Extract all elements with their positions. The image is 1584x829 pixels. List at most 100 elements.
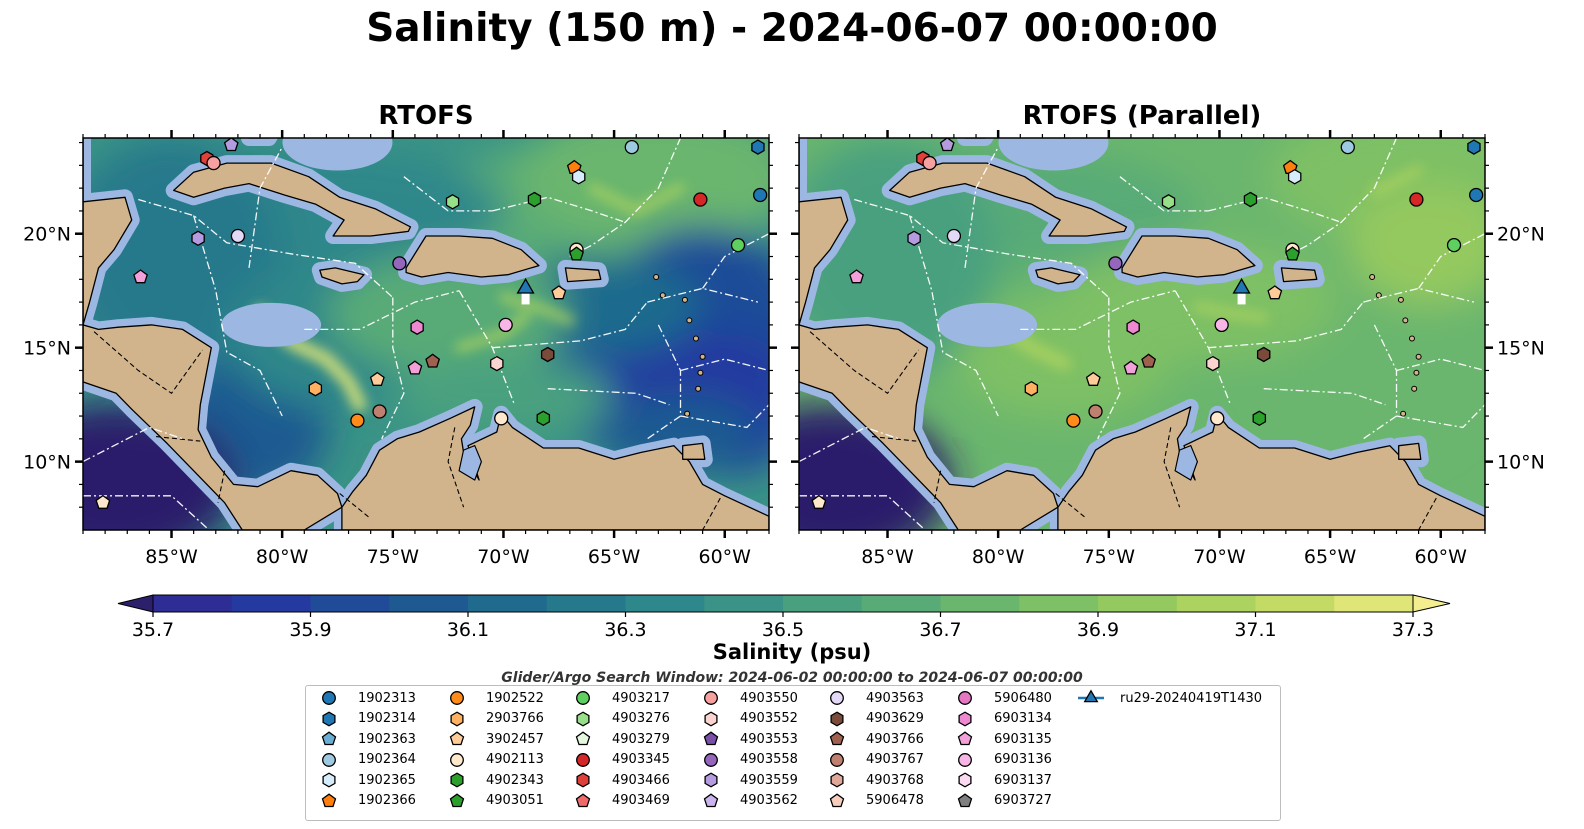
legend-item: 1902365: [316, 770, 416, 790]
island: [684, 410, 691, 417]
float-marker: [1287, 168, 1302, 185]
legend-label: 3902457: [486, 731, 544, 747]
legend-marker-icon: [704, 691, 718, 705]
float-marker: [939, 138, 955, 152]
lon-tick-label: 60°W: [1415, 546, 1468, 568]
float-marker: [1210, 411, 1225, 426]
legend-item: 5906480: [952, 688, 1052, 708]
legend-marker: [575, 731, 591, 746]
float-marker: [1243, 191, 1258, 208]
legend-label: 4903279: [612, 731, 670, 747]
legend-item: 1902363: [316, 729, 416, 749]
legend-marker-icon: [321, 792, 337, 807]
colorbar-label: Salinity (psu): [712, 640, 872, 664]
colorbar-tick-label: 36.9: [1077, 619, 1119, 641]
colorbar-tick-label: 36.5: [762, 619, 804, 641]
legend-marker: [958, 772, 972, 788]
figure-title: Salinity (150 m) - 2024-06-07 00:00:00: [366, 6, 1218, 51]
legend-marker-icon: [830, 691, 844, 705]
legend-marker-icon: [576, 691, 590, 705]
legend-label: 5906480: [994, 690, 1052, 706]
float-marker: [1024, 380, 1039, 397]
legend-label: 1902365: [358, 772, 416, 788]
lake: [458, 445, 482, 481]
legend-item: 4903563: [824, 688, 924, 708]
float-marker: [1141, 353, 1157, 368]
float-marker: [445, 194, 460, 210]
legend-marker: [450, 710, 464, 727]
legend-label: 1902522: [486, 690, 544, 706]
legend-marker: [830, 691, 844, 705]
float-marker: [540, 346, 555, 363]
map-frame: [798, 137, 1486, 531]
legend-marker-icon: [576, 752, 590, 767]
land-florida: [248, 138, 270, 139]
land-masses: [83, 138, 769, 530]
legend-item: 6903134: [952, 709, 1052, 729]
lake: [1174, 445, 1198, 481]
legend-item: 1902313: [316, 688, 416, 708]
float-marker: [230, 228, 246, 244]
legend-marker-icon: [957, 731, 973, 746]
float-marker: [1108, 256, 1123, 271]
legend-item: 4903553: [698, 729, 798, 749]
legend-marker: [322, 710, 336, 727]
legend-marker-icon: [322, 752, 336, 767]
legend-label: 6903136: [994, 752, 1052, 767]
float-marker: [1467, 139, 1481, 155]
legend-marker: [830, 710, 844, 727]
legend-label: 1902366: [358, 793, 416, 808]
legend-marker: [576, 691, 590, 705]
legend-marker-icon: [829, 792, 845, 807]
float-marker: [407, 360, 423, 375]
island: [1369, 274, 1376, 281]
legend-marker: [322, 691, 336, 705]
land-florida: [964, 138, 986, 139]
colorbar-bin: [1176, 595, 1256, 612]
float-marker: [308, 380, 323, 397]
float-marker: [527, 191, 542, 208]
legend-label: 4903553: [740, 731, 798, 747]
lon-tick-label: 75°W: [367, 546, 420, 568]
island: [692, 335, 699, 342]
legend-marker: [449, 731, 465, 746]
glider-marker: [516, 277, 535, 294]
legend-item: 1902366: [316, 791, 416, 811]
legend-marker: [704, 772, 718, 788]
colorbar-tick-label: 37.3: [1392, 619, 1434, 641]
legend-marker-icon: [703, 731, 719, 746]
legend-marker: [958, 691, 972, 705]
legend-marker-icon: [958, 752, 972, 767]
legend-marker-icon: [575, 731, 591, 746]
legend-marker: [830, 752, 844, 767]
legend-marker-icon: [450, 772, 464, 788]
legend-item: 4903558: [698, 750, 798, 770]
colorbar-bin: [1098, 595, 1178, 612]
island: [1400, 410, 1407, 417]
land-trinidad: [1398, 442, 1422, 460]
island: [653, 274, 660, 281]
legend-marker: [575, 792, 591, 807]
float-marker: [946, 228, 962, 244]
legend-item: 4903217: [570, 688, 670, 708]
float-marker: [551, 285, 567, 300]
float-marker: [1256, 346, 1271, 363]
legend-label: 4903563: [866, 690, 924, 706]
island: [1397, 296, 1404, 303]
legend-marker-icon: [830, 710, 844, 727]
legend-item: 4903559: [698, 770, 798, 790]
colorbar-tick-label: 37.1: [1234, 619, 1276, 641]
colorbar-bin: [940, 595, 1020, 612]
float-marker: [536, 410, 551, 427]
lat-tick-label: 10°N: [1497, 452, 1545, 474]
legend-marker: [704, 752, 718, 767]
legend-label: 4903345: [612, 752, 670, 767]
island: [1413, 369, 1420, 376]
legend-marker: [958, 752, 972, 767]
legend-item: 4903051: [444, 791, 544, 811]
panel-title-rtofs-parallel: RTOFS (Parallel): [1022, 101, 1262, 131]
legend-marker: [450, 772, 464, 788]
land-cuba: [173, 162, 412, 237]
legend-marker-icon: [958, 710, 972, 727]
